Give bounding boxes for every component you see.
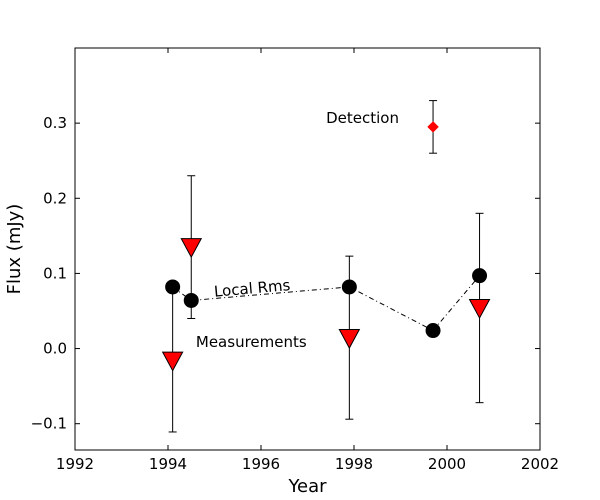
y-tick-label: 0.2 xyxy=(43,189,67,207)
y-tick-label: 0.1 xyxy=(43,264,67,282)
y-tick-label: 0.3 xyxy=(43,114,67,132)
markers-layer xyxy=(161,121,491,372)
local-rms-point xyxy=(165,279,181,295)
measurement-point xyxy=(180,238,203,259)
measurement-point xyxy=(161,351,184,372)
ticks-layer xyxy=(74,48,541,450)
x-tick-label: 2002 xyxy=(521,455,559,473)
measurement-point xyxy=(338,329,361,350)
measurement-point xyxy=(468,298,491,320)
annotation-local-rms: Local Rms xyxy=(213,276,291,301)
local-rms-point xyxy=(472,268,488,284)
x-tick-label: 1992 xyxy=(56,455,94,473)
x-tick-label: 2000 xyxy=(428,455,466,473)
plot-frame xyxy=(74,47,541,451)
x-tick-label: 1994 xyxy=(149,455,187,473)
y-axis-label: Flux (mJy) xyxy=(4,204,25,295)
x-tick-label: 1998 xyxy=(335,455,373,473)
annotation-measurements: Measurements xyxy=(196,333,307,351)
detection-point xyxy=(427,121,439,133)
y-tick-label: 0.0 xyxy=(43,340,67,358)
y-tick-label: −0.1 xyxy=(31,415,67,433)
x-axis-label: Year xyxy=(287,476,327,497)
local-rms-point xyxy=(183,292,199,308)
text-layer: 1992 1994 1996 1998 2000 2002 −0.1 0.0 0.1 0.2 0.3… xyxy=(4,109,559,497)
local-rms-point xyxy=(425,323,441,339)
annotation-detection: Detection xyxy=(326,109,399,127)
x-tick-label: 1996 xyxy=(242,455,280,473)
error-bars-layer xyxy=(168,100,484,433)
local-rms-point xyxy=(341,279,357,295)
